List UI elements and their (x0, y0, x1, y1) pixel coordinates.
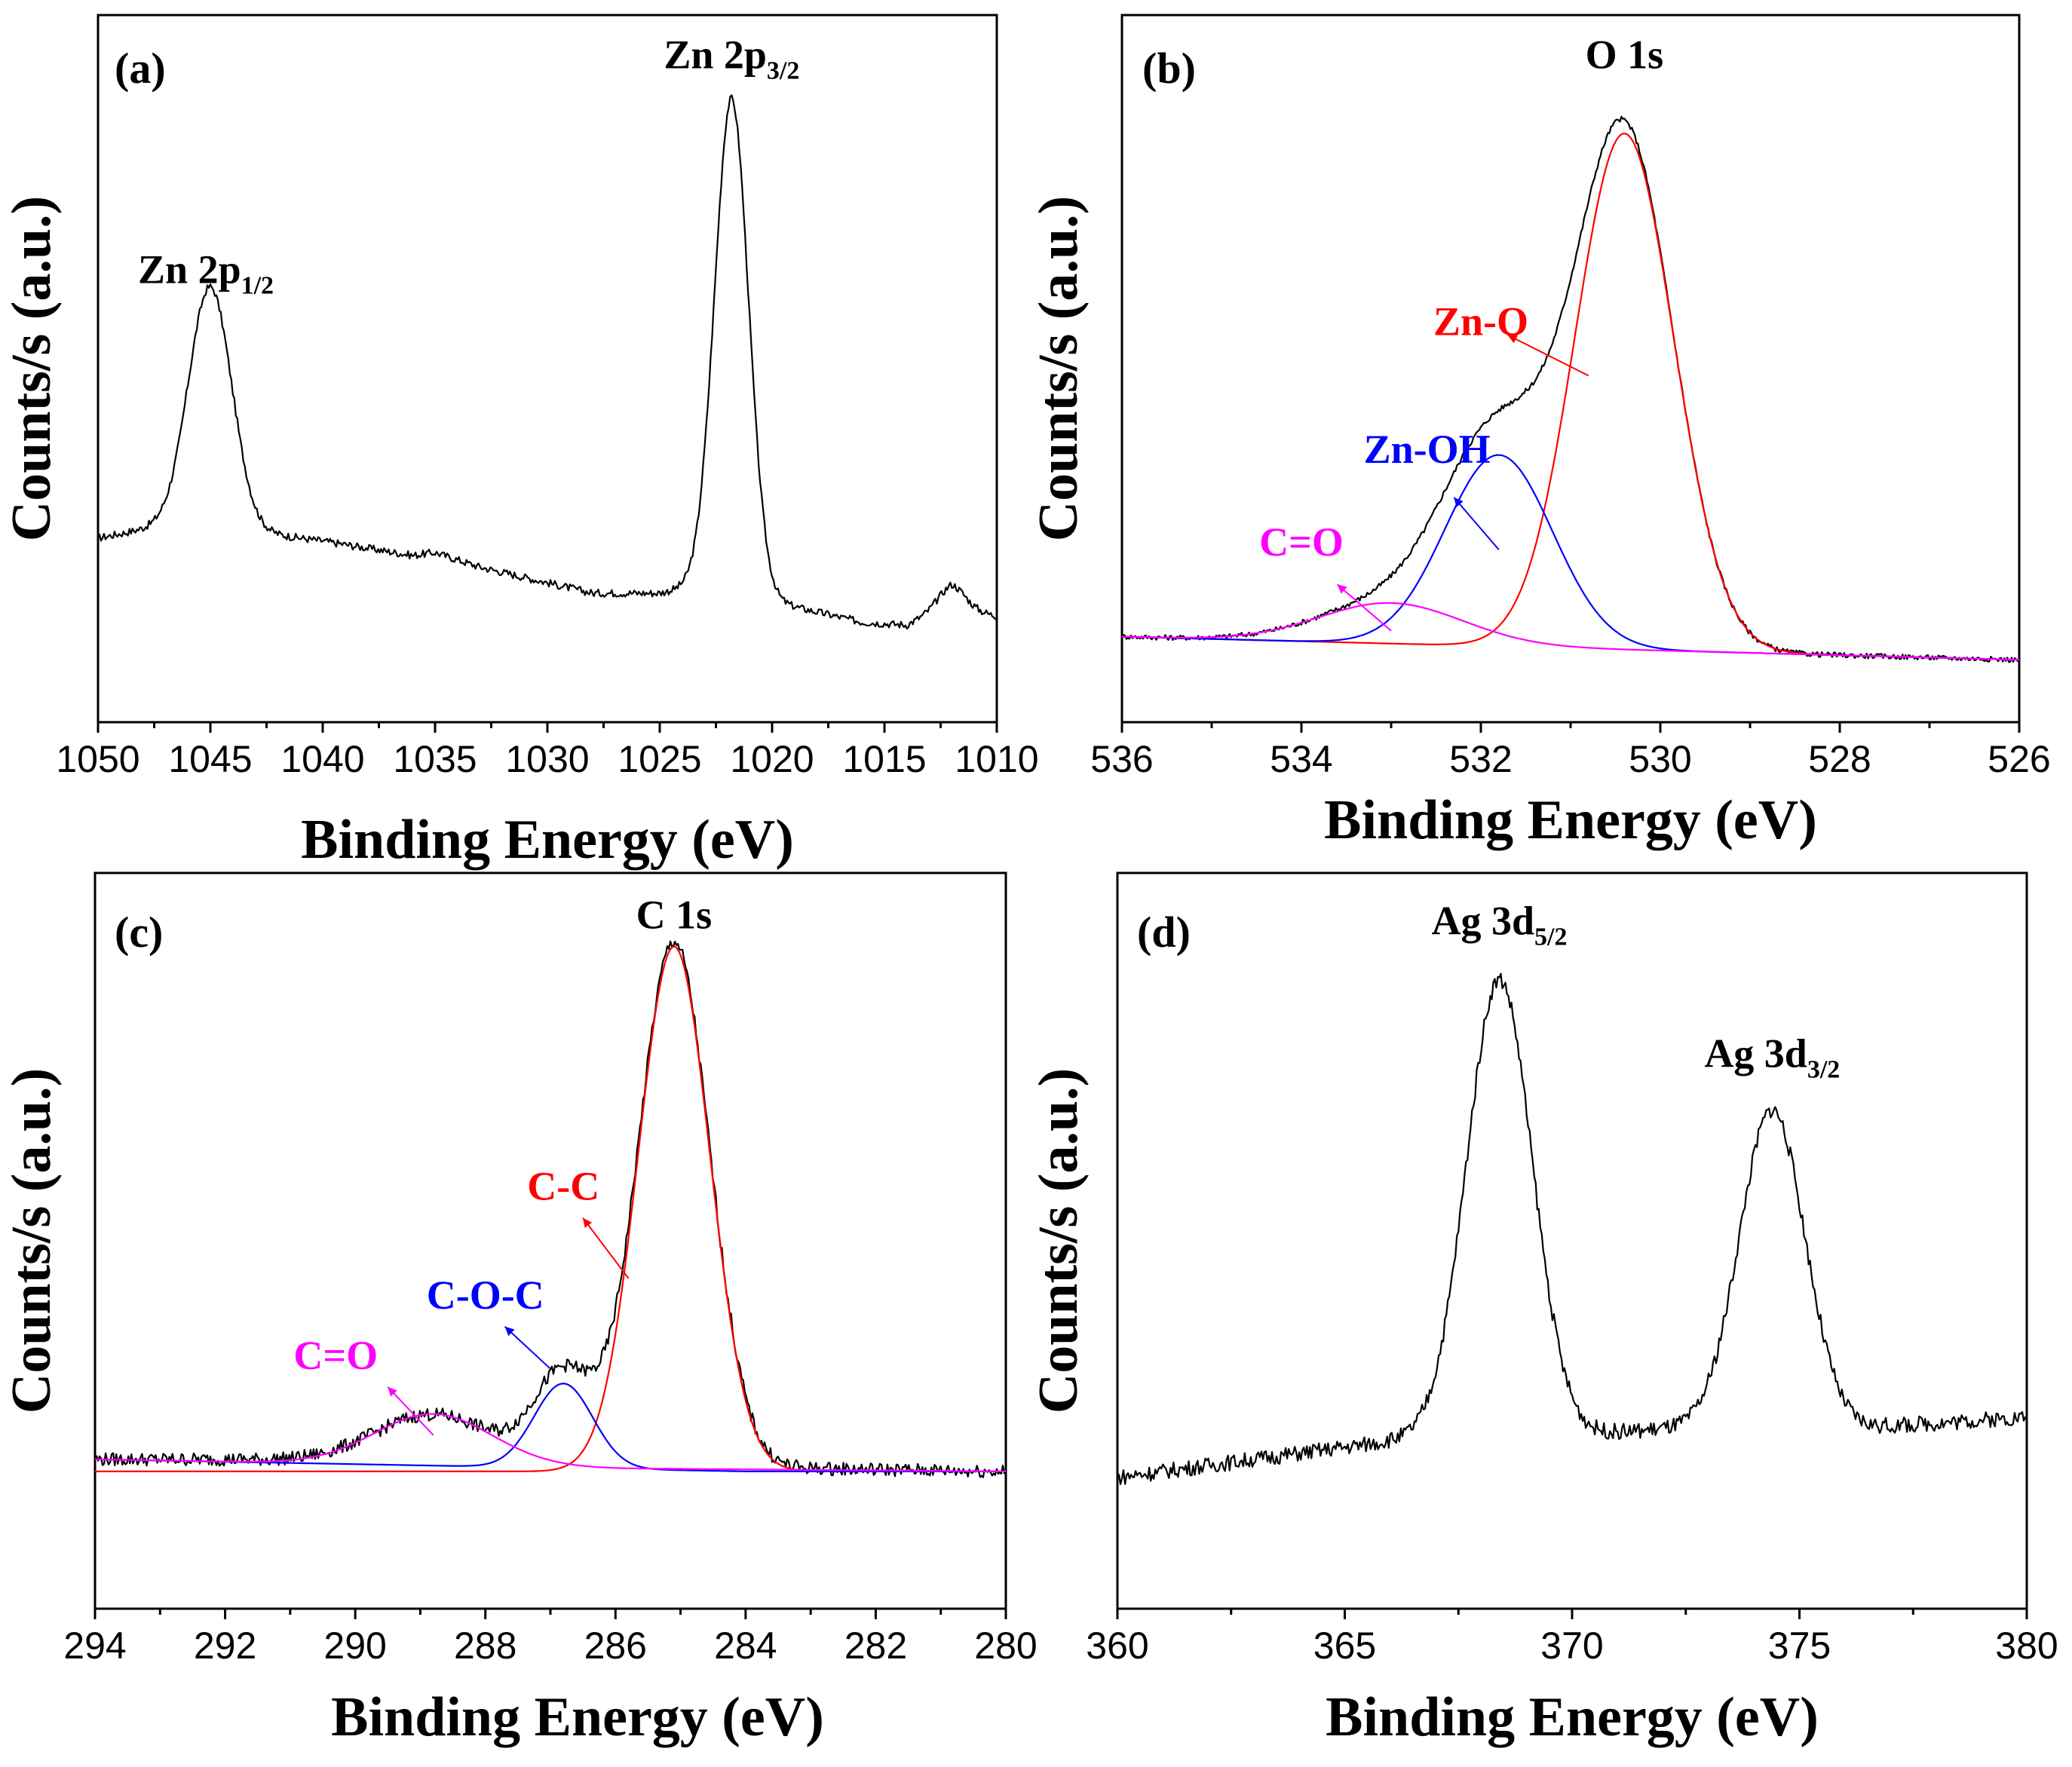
annotation-arrow-c-0 (582, 1217, 630, 1279)
annotation-arrow-b-2 (1336, 583, 1392, 632)
series-line-b-o-1s-envelope (1120, 115, 2020, 663)
x-tick-label-a: 1015 (842, 738, 926, 780)
peak-labels-c: C 1s C-C C-O-C C=O (293, 893, 712, 1378)
annotation-arrow-c-1 (504, 1326, 551, 1370)
x-tick-label-c: 290 (323, 1625, 386, 1667)
panel-d: 360 365 370 375 380 Ag 3d5/2 Ag 3d3/2 (d) Bin… (1028, 871, 2058, 1748)
series-line-c-c-o (95, 1413, 1006, 1472)
annotation-arrow-c-2 (387, 1386, 434, 1436)
peak-label-c-1: C-C (527, 1164, 599, 1209)
x-tick-label-b: 530 (1629, 738, 1691, 780)
peak-label-b-3: C=O (1259, 519, 1344, 565)
peak-label-a-1: Zn 2p3/2 (664, 32, 799, 85)
x-tick-label-a: 1045 (168, 738, 252, 780)
plot-frame-d (1116, 871, 2028, 1610)
panel-label-c: (c) (115, 908, 163, 957)
x-tick-label-b: 536 (1090, 738, 1153, 780)
x-tick-label-b: 526 (1988, 738, 2050, 780)
annotation-arrow-b-1 (1453, 497, 1500, 550)
peak-label-a-0: Zn 2p1/2 (138, 247, 274, 299)
series-line-b-zn-o (1121, 133, 2020, 661)
x-tick-label-c: 284 (714, 1625, 777, 1667)
x-tick-label-d: 370 (1540, 1625, 1603, 1667)
x-tick-label-a: 1025 (618, 738, 701, 780)
y-axis-title-a: Counts/s (a.u.) (1, 196, 63, 542)
annotation-arrows-c (387, 1217, 630, 1436)
x-tick-label-c: 286 (584, 1625, 647, 1667)
annotation-arrows-b (1336, 334, 1589, 632)
peak-label-b-1: Zn-O (1433, 299, 1528, 345)
panel-a: 1050 1045 1040 1035 1030 1025 1020 1015 1010 Zn … (1, 14, 1039, 871)
peak-label-c-2: C-O-C (427, 1272, 544, 1318)
series-line-b-zn-oh (1121, 454, 2020, 661)
x-tick-label-d: 360 (1086, 1625, 1148, 1667)
peak-label-b-0: O 1s (1586, 32, 1664, 78)
x-tick-label-c: 282 (844, 1625, 907, 1667)
x-tick-label-a: 1010 (955, 738, 1038, 780)
x-axis-title-c: Binding Energy (eV) (331, 1686, 824, 1748)
x-tick-label-c: 294 (63, 1625, 126, 1667)
panel-label-b: (b) (1142, 44, 1196, 93)
x-ticks-d: 360 365 370 375 380 (1086, 1609, 2058, 1667)
annotation-arrow-b-0 (1507, 334, 1589, 377)
panel-label-d: (d) (1137, 908, 1191, 957)
peak-labels-b: O 1s Zn-O Zn-OH C=O (1259, 32, 1663, 565)
curves-c (93, 940, 1007, 1478)
y-axis-title-d: Counts/s (a.u.) (1028, 1068, 1090, 1414)
x-tick-label-c: 280 (974, 1625, 1037, 1667)
peak-label-c-3: C=O (293, 1333, 378, 1378)
x-ticks-c: 294 292 290 288 286 284 282 280 (63, 1609, 1038, 1667)
y-axis-title-b: Counts/s (a.u.) (1028, 196, 1090, 542)
series-line-d-ag-3d (1117, 972, 2028, 1485)
x-tick-label-a: 1040 (280, 738, 364, 780)
peak-label-d-0: Ag 3d5/2 (1432, 899, 1568, 951)
x-tick-label-b: 532 (1449, 738, 1512, 780)
series-line-c-c-c (95, 945, 1006, 1472)
x-tick-label-c: 292 (194, 1625, 256, 1667)
x-tick-label-a: 1020 (730, 738, 814, 780)
y-axis-title-c: Counts/s (a.u.) (1, 1068, 63, 1414)
curves-d (1117, 972, 2028, 1485)
peak-labels-d: Ag 3d5/2 Ag 3d3/2 (1432, 899, 1841, 1084)
x-axis-title-b: Binding Energy (eV) (1324, 789, 1817, 851)
x-tick-label-d: 380 (1995, 1625, 2058, 1667)
panel-c: 294 292 290 288 286 284 282 280 C 1s C-C C-O-C C=O… (1, 871, 1038, 1748)
x-tick-label-d: 375 (1768, 1625, 1831, 1667)
x-ticks-a: 1050 1045 1040 1035 1030 1025 1020 1015 1010 (56, 722, 1039, 780)
curves-a (97, 94, 998, 629)
peak-label-b-2: Zn-OH (1364, 427, 1491, 472)
peak-label-d-1: Ag 3d3/2 (1704, 1031, 1840, 1084)
series-line-a-zn-2p (97, 94, 998, 629)
x-ticks-b: 536 534 532 530 528 526 (1090, 722, 2051, 780)
plot-frame-a (97, 14, 998, 724)
x-tick-label-a: 1050 (56, 738, 139, 780)
plot-frame-c (93, 871, 1007, 1610)
x-tick-label-a: 1030 (505, 738, 589, 780)
series-line-c-c-1s-envelope (93, 940, 1007, 1478)
x-tick-label-b: 534 (1270, 738, 1332, 780)
x-tick-label-c: 288 (454, 1625, 516, 1667)
x-tick-label-b: 528 (1808, 738, 1871, 780)
peak-labels-a: Zn 2p1/2 Zn 2p3/2 (138, 32, 799, 300)
x-axis-title-a: Binding Energy (eV) (301, 809, 794, 871)
x-tick-label-a: 1035 (393, 738, 477, 780)
curves-b (1120, 115, 2020, 663)
peak-label-c-0: C 1s (636, 893, 713, 938)
series-line-b-c-o (1122, 602, 2020, 661)
x-axis-title-d: Binding Energy (eV) (1326, 1686, 1819, 1748)
panel-label-a: (a) (115, 44, 166, 93)
x-tick-label-d: 365 (1313, 1625, 1376, 1667)
